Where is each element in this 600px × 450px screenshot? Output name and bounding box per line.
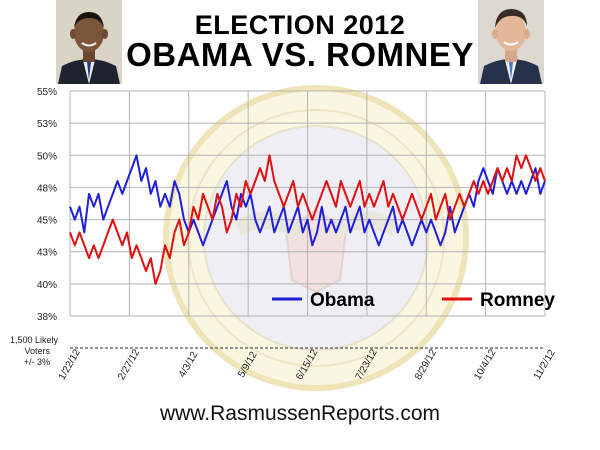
- legend-label-romney: Romney: [480, 290, 555, 311]
- y-tick-label: 53%: [37, 119, 57, 130]
- y-tick-label: 40%: [37, 280, 57, 291]
- chart-grid: [69, 90, 546, 317]
- romney-portrait-icon: [478, 0, 544, 84]
- x-tick-label: 1/22/12: [57, 347, 83, 382]
- note-line-3: +/- 3%: [24, 357, 50, 367]
- y-tick-label: 38%: [37, 312, 57, 323]
- legend-label-obama: Obama: [310, 290, 375, 311]
- y-tick-label: 43%: [37, 248, 57, 259]
- seal-of-the-president-icon: [163, 85, 469, 391]
- y-axis: 55% 53% 50% 48% 45% 43% 40% 38%: [37, 87, 57, 323]
- y-tick-label: 50%: [37, 151, 57, 162]
- y-tick-label: 48%: [37, 183, 57, 194]
- series-line-romney: [69, 154, 546, 285]
- obama-portrait-icon: [56, 0, 122, 84]
- source-url: www.RasmussenReports.com: [159, 402, 441, 425]
- chart-legend: Obama Romney: [272, 290, 555, 311]
- x-tick-label: 4/3/12: [177, 350, 201, 380]
- note-line-2: Voters: [24, 346, 50, 356]
- x-tick-label: 11/2/12: [532, 347, 558, 381]
- x-tick-label: 2/27/12: [116, 347, 142, 382]
- chart-header: ELECTION 2012 OBAMA VS. ROMNEY: [0, 0, 600, 92]
- y-tick-label: 45%: [37, 216, 57, 227]
- x-tick-label: 10/4/12: [472, 347, 498, 382]
- poll-line-chart: 55% 53% 50% 48% 45% 43% 40% 38% 1,500 Likely Vo…: [10, 85, 558, 391]
- note-line-1: 1,500 Likely: [10, 335, 59, 345]
- series-lines: [69, 154, 546, 285]
- voter-note: 1,500 Likely Voters +/- 3%: [10, 335, 59, 367]
- title-line-2: OBAMA VS. ROMNEY: [126, 36, 474, 73]
- y-tick-label: 55%: [37, 87, 57, 98]
- title-line-1: ELECTION 2012: [194, 10, 406, 40]
